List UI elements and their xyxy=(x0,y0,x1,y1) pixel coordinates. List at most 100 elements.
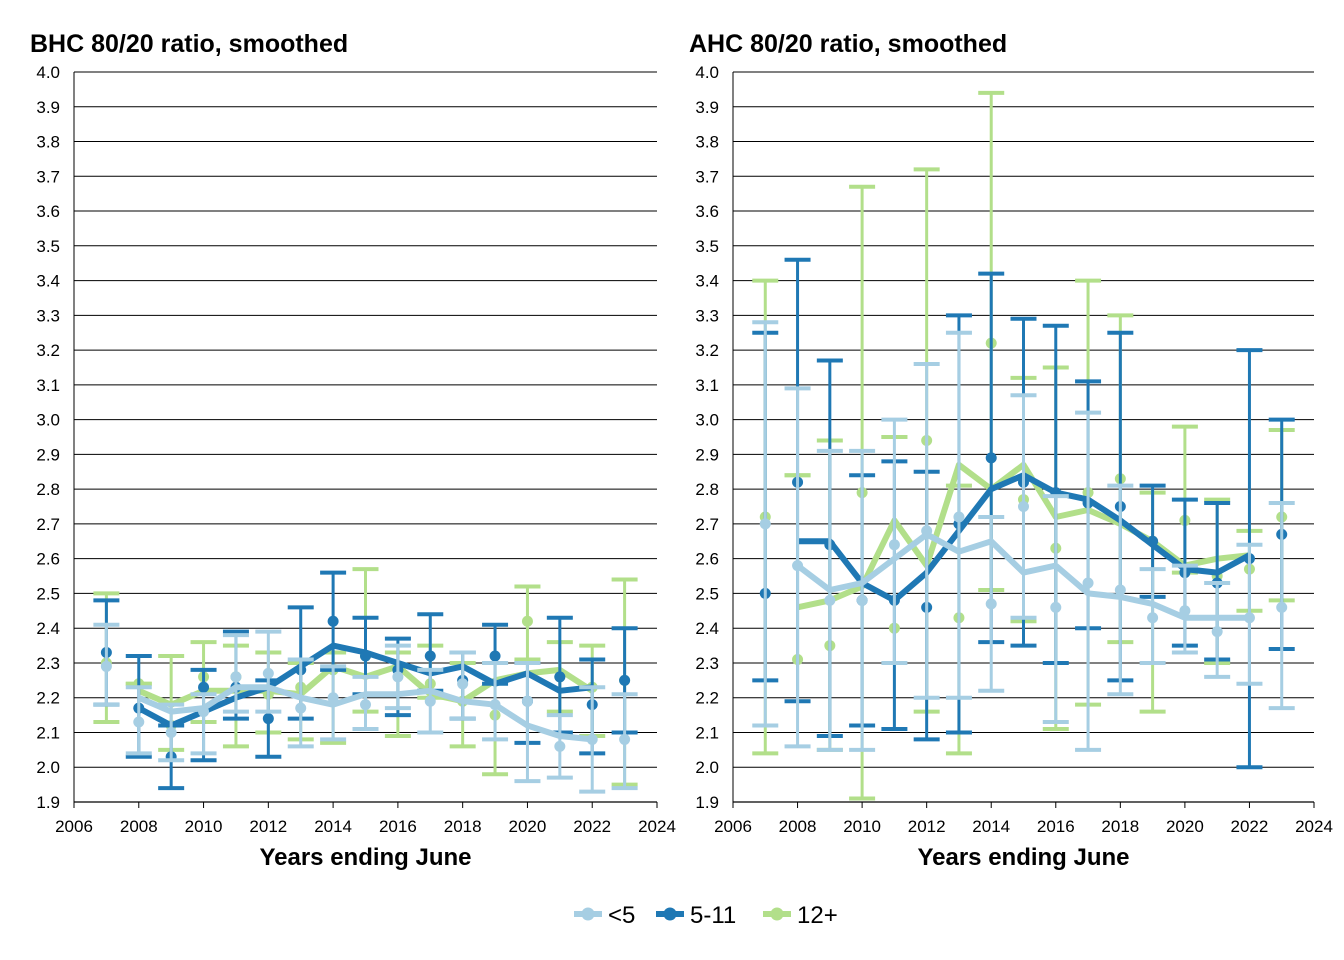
data-point-under5 xyxy=(856,594,868,606)
y-tick-label: 2.4 xyxy=(695,619,719,638)
data-point-under5 xyxy=(759,518,771,530)
data-point-under5 xyxy=(1114,584,1126,596)
y-tick-label: 2.2 xyxy=(695,689,719,708)
smoothed-line-under5 xyxy=(795,531,1250,621)
data-point-under5 xyxy=(424,695,436,707)
x-tick-label: 2008 xyxy=(120,817,158,836)
data-point-under5 xyxy=(392,671,404,683)
y-tick-label: 3.2 xyxy=(695,341,719,360)
data-point-age5-11 xyxy=(360,650,371,662)
x-tick-label: 2008 xyxy=(779,817,817,836)
series-under5 xyxy=(752,320,1295,752)
y-tick-label: 3.3 xyxy=(695,306,719,325)
y-tick-label: 2.6 xyxy=(695,550,719,569)
ahc-chart-panel: AHC 80/20 ratio, smoothed 4.0 3.9 3.8 3.7 3.6… xyxy=(689,30,1333,871)
x-tick-label: 2020 xyxy=(1166,817,1204,836)
y-tick-label: 2.7 xyxy=(695,515,719,534)
data-point-under5 xyxy=(953,511,965,523)
data-point-age5-11 xyxy=(1147,535,1159,547)
x-tick-label: 2012 xyxy=(249,817,287,836)
data-point-under5 xyxy=(100,660,112,672)
data-point-under5 xyxy=(888,539,900,551)
y-tick-label: 2.9 xyxy=(695,445,719,464)
y-tick-label: 2.3 xyxy=(36,654,60,673)
y-tick-label: 3.5 xyxy=(36,237,60,256)
y-tick-label: 2.6 xyxy=(36,550,60,569)
x-tick-label: 2014 xyxy=(314,817,352,836)
data-point-age5-11 xyxy=(619,674,631,686)
data-point-under5 xyxy=(1082,577,1094,589)
legend-marker-age5-11 xyxy=(663,907,677,921)
y-tick-label: 3.7 xyxy=(36,167,60,186)
y-tick-label: 3.0 xyxy=(695,411,719,430)
x-tick-label: 2018 xyxy=(1101,817,1139,836)
y-tick-label: 3.9 xyxy=(36,98,60,117)
data-point-under5 xyxy=(521,695,533,707)
data-point-under5 xyxy=(360,699,371,711)
legend-label-age12plus: 12+ xyxy=(797,902,838,929)
x-tick-label: 2018 xyxy=(444,817,482,836)
data-point-under5 xyxy=(327,692,339,704)
y-tick-label: 3.7 xyxy=(695,167,719,186)
data-point-age5-11 xyxy=(327,615,339,627)
y-tick-label: 3.9 xyxy=(695,98,719,117)
data-point-under5 xyxy=(792,560,804,572)
series-under5 xyxy=(93,622,638,794)
y-tick-label: 3.1 xyxy=(695,376,719,395)
legend-marker-age12plus xyxy=(770,907,784,921)
x-tick-label: 2006 xyxy=(714,817,752,836)
legend-label-age5-11: 5-11 xyxy=(690,902,736,929)
x-tick-label: 2016 xyxy=(1037,817,1075,836)
data-point-under5 xyxy=(1276,601,1288,613)
x-tick-label: 2012 xyxy=(908,817,946,836)
data-point-age5-11 xyxy=(198,681,210,693)
y-tick-label: 2.5 xyxy=(36,584,60,603)
y-tick-label: 4.0 xyxy=(695,63,719,82)
x-tick-label: 2022 xyxy=(1231,817,1269,836)
data-point-age12plus xyxy=(521,615,533,627)
y-tick-label: 2.8 xyxy=(695,480,719,499)
y-tick-label: 2.1 xyxy=(36,723,60,742)
y-tick-label: 2.0 xyxy=(695,758,719,777)
data-point-age5-11 xyxy=(489,650,501,662)
data-point-under5 xyxy=(230,671,242,683)
x-tick-label: 2024 xyxy=(638,817,676,836)
y-tick-label: 4.0 xyxy=(36,63,60,82)
data-point-under5 xyxy=(1179,605,1191,617)
data-point-under5 xyxy=(295,702,307,714)
x-tick-label: 2016 xyxy=(379,817,417,836)
data-point-under5 xyxy=(1050,601,1062,613)
y-tick-label: 3.8 xyxy=(36,133,60,152)
y-tick-label: 3.5 xyxy=(695,237,719,256)
x-tick-label: 2010 xyxy=(843,817,881,836)
x-tick-label: 2014 xyxy=(972,817,1010,836)
y-tick-label: 3.4 xyxy=(695,272,719,291)
y-tick-label: 3.3 xyxy=(36,306,60,325)
data-point-under5 xyxy=(198,706,210,718)
chart-legend: <5 5-11 12+ xyxy=(574,902,838,929)
data-point-under5 xyxy=(457,678,469,690)
data-point-under5 xyxy=(1018,501,1029,513)
x-axis-label: Years ending June xyxy=(259,844,471,871)
data-point-under5 xyxy=(1243,612,1255,624)
y-tick-label: 2.3 xyxy=(695,654,719,673)
chart-title: BHC 80/20 ratio, smoothed xyxy=(30,30,348,58)
y-tick-label: 3.0 xyxy=(36,411,60,430)
y-tick-label: 2.2 xyxy=(36,689,60,708)
data-point-under5 xyxy=(586,733,598,745)
y-tick-label: 3.8 xyxy=(695,133,719,152)
y-tick-label: 3.2 xyxy=(36,341,60,360)
data-point-under5 xyxy=(165,726,177,738)
data-point-age5-11 xyxy=(424,650,436,662)
y-tick-label: 3.6 xyxy=(36,202,60,221)
y-tick-label: 2.7 xyxy=(36,515,60,534)
y-tick-label: 1.9 xyxy=(36,793,60,812)
data-point-under5 xyxy=(262,667,274,679)
y-tick-label: 2.4 xyxy=(36,619,60,638)
y-tick-label: 3.6 xyxy=(695,202,719,221)
y-tick-label: 2.8 xyxy=(36,480,60,499)
chart-title: AHC 80/20 ratio, smoothed xyxy=(689,30,1007,58)
x-tick-label: 2022 xyxy=(573,817,611,836)
data-point-under5 xyxy=(619,733,631,745)
